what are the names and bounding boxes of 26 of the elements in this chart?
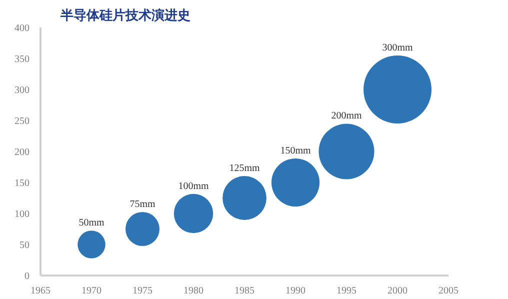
- data-label: 300mm: [382, 42, 413, 54]
- y-tick-label: 0: [24, 271, 30, 282]
- y-tick-label: 100: [14, 209, 30, 220]
- y-tick-label: 250: [14, 116, 30, 127]
- y-tick-label: 50: [20, 240, 30, 251]
- x-tick-label: 1995: [336, 286, 356, 296]
- data-label: 75mm: [130, 199, 156, 210]
- x-tick-label: 1970: [82, 286, 102, 296]
- data-label: 100mm: [178, 180, 209, 192]
- data-label: 150mm: [280, 145, 311, 156]
- data-label: 125mm: [229, 163, 260, 174]
- chart-title: 半导体硅片技术演进史: [60, 8, 190, 22]
- x-tick-label: 2000: [388, 286, 408, 296]
- y-tick-label: 400: [14, 23, 30, 34]
- y-tick-label: 150: [14, 178, 30, 189]
- y-tick-label: 300: [14, 85, 30, 96]
- x-tick-label: 1965: [30, 286, 50, 296]
- x-tick-label: 2005: [438, 286, 458, 296]
- x-tick-label: 1980: [184, 286, 204, 296]
- x-tick-label: 1985: [234, 286, 254, 296]
- data-label: 50mm: [78, 218, 104, 229]
- data-label: 200mm: [331, 110, 362, 122]
- y-tick-label: 350: [14, 54, 30, 65]
- y-tick-label: 200: [14, 147, 30, 158]
- x-tick-label: 1990: [286, 286, 306, 296]
- x-tick-label: 1975: [132, 286, 152, 296]
